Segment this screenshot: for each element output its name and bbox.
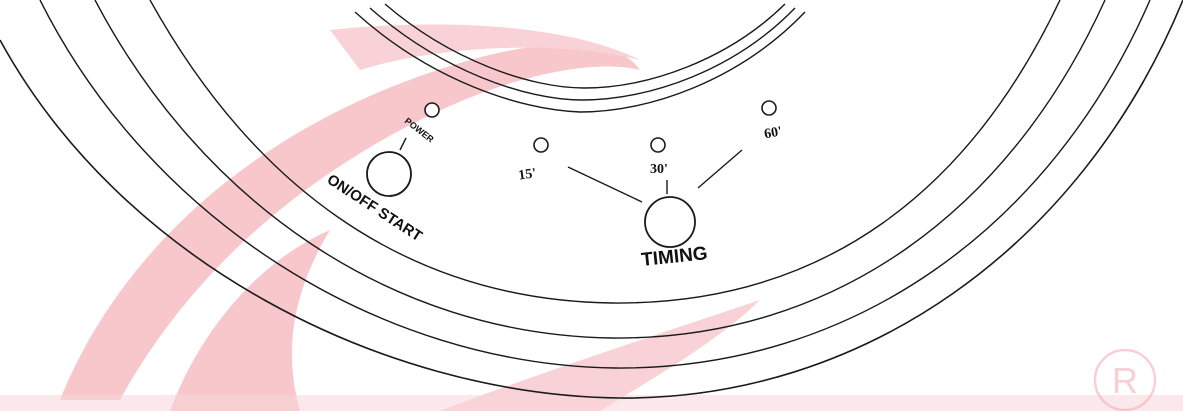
rim-arc-4 [149,0,1061,304]
timer-led-60 [761,100,777,116]
watermark-bar-bottom [0,395,1183,411]
rim-arc-3 [94,0,1106,339]
onoff-start-button[interactable] [366,151,412,197]
inner-lid-arc-2 [369,7,796,101]
timer-led-15 [533,137,549,153]
timing-button[interactable] [644,196,696,248]
timing-connector-60 [697,149,743,189]
timer-led-30 [650,137,666,153]
watermark-swoosh-lower [170,230,330,411]
watermark-logo [0,24,1183,411]
inner-lid-arc-3 [384,3,786,89]
timer-label-30: 30' [650,162,668,177]
rim-arc-2 [39,0,1151,369]
watermark-swoosh-right [440,300,760,411]
outer-rim-arc [0,0,1183,399]
watermark-swoosh-arc [330,24,640,71]
timer-label-15: 15' [517,166,537,183]
registered-mark-circle [1093,348,1157,411]
registered-mark-letter: R [1112,360,1138,401]
timer-label-60: 60' [763,124,783,142]
power-connector-line [399,137,407,151]
power-indicator-led [424,102,440,118]
inner-lid-arc-1 [354,11,806,113]
device-outline [0,0,1183,399]
timing-connector-15 [567,166,643,203]
watermark-swoosh-upper [60,43,640,401]
registered-mark: R [1093,348,1157,411]
timing-label: TIMING [640,243,708,271]
